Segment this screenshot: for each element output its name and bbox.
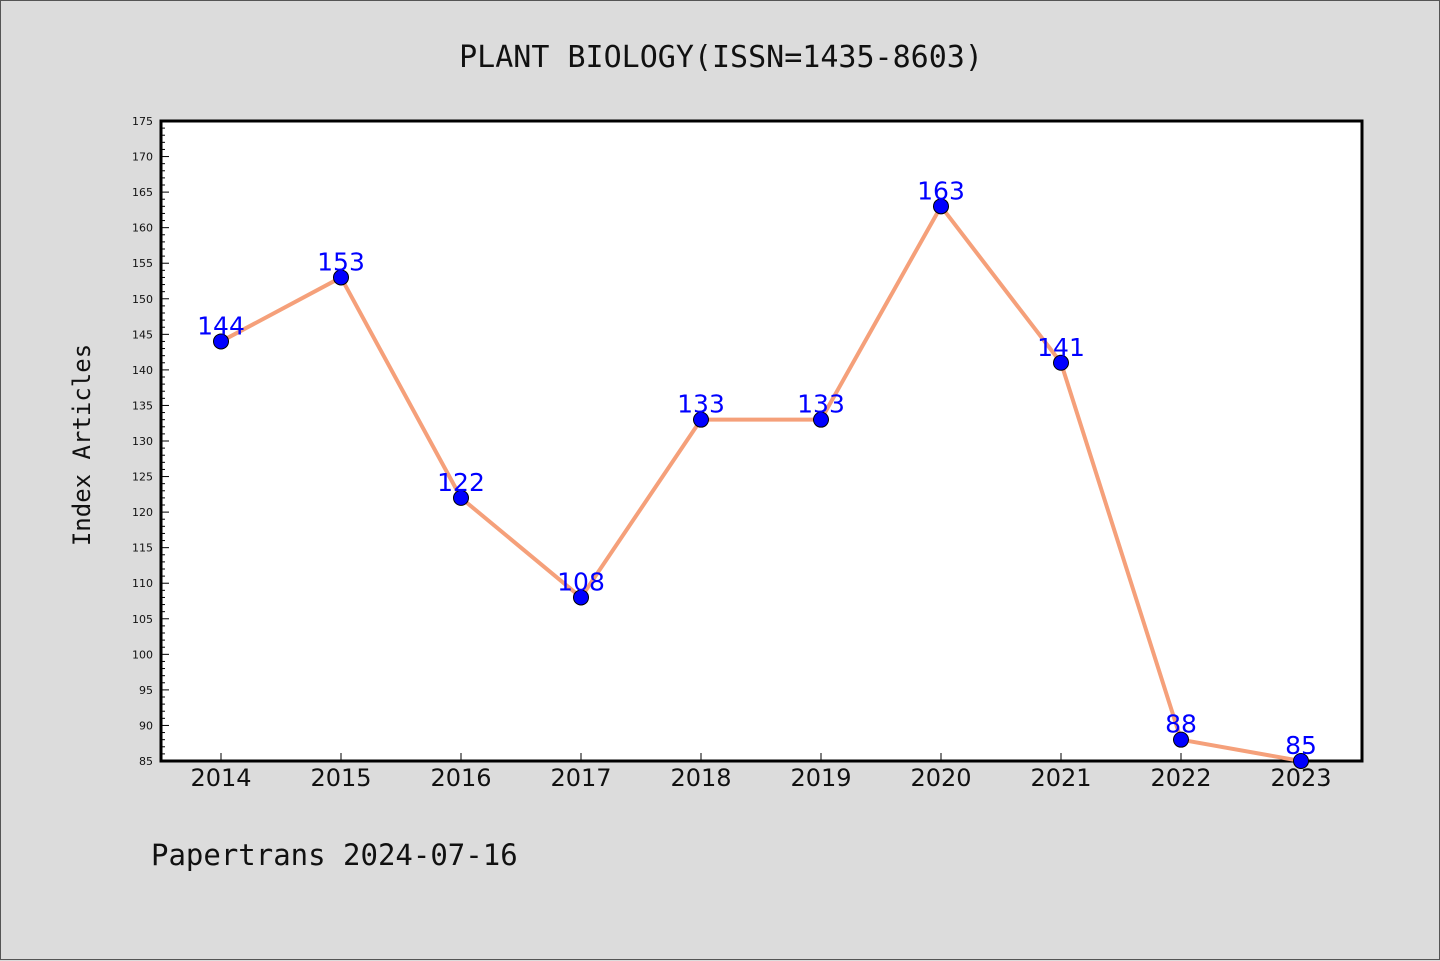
y-tick-label: 160 bbox=[132, 222, 153, 235]
y-tick-label: 165 bbox=[132, 186, 153, 199]
data-label: 133 bbox=[797, 390, 845, 419]
x-tick-label: 2021 bbox=[1030, 764, 1091, 792]
x-tick-label: 2014 bbox=[190, 764, 251, 792]
data-point bbox=[453, 489, 469, 506]
x-axis-ticks: 2014 2015 2016 2017 2018 2019 2020 2021 2022 2023 bbox=[190, 753, 1332, 792]
series-group: 144 153 122 108 133 133 163 141 88 85 bbox=[197, 176, 1317, 769]
data-label: 85 bbox=[1285, 731, 1317, 760]
plot-area bbox=[159, 119, 1364, 763]
y-tick-label: 175 bbox=[132, 115, 153, 128]
data-point bbox=[573, 589, 589, 606]
y-tick-label: 100 bbox=[132, 648, 153, 661]
y-tick-label: 120 bbox=[132, 506, 153, 519]
y-tick-label: 170 bbox=[132, 151, 153, 164]
y-tick-label: 95 bbox=[139, 684, 153, 697]
x-tick-label: 2018 bbox=[670, 764, 731, 792]
data-point bbox=[813, 411, 829, 428]
x-tick-label: 2020 bbox=[910, 764, 971, 792]
x-tick-label: 2015 bbox=[310, 764, 371, 792]
y-tick-label: 135 bbox=[132, 399, 153, 412]
data-label: 133 bbox=[677, 390, 725, 419]
data-point bbox=[933, 198, 949, 215]
y-tick-label: 115 bbox=[132, 542, 153, 555]
data-point bbox=[213, 333, 229, 350]
series-line bbox=[220, 204, 1302, 763]
data-label: 163 bbox=[917, 176, 965, 205]
y-axis-label: Index Articles bbox=[68, 344, 96, 546]
data-label: 141 bbox=[1037, 333, 1085, 362]
data-label: 122 bbox=[437, 468, 485, 497]
y-tick-label: 155 bbox=[132, 257, 153, 270]
chart-title: PLANT BIOLOGY(ISSN=1435-8603) bbox=[459, 40, 983, 75]
data-label: 144 bbox=[197, 311, 245, 340]
x-tick-label: 2019 bbox=[790, 764, 851, 792]
y-tick-label: 140 bbox=[132, 364, 153, 377]
y-tick-label: 150 bbox=[132, 293, 153, 306]
x-tick-label: 2017 bbox=[550, 764, 611, 792]
y-tick-label: 130 bbox=[132, 435, 153, 448]
data-point bbox=[1293, 753, 1309, 769]
data-label: 108 bbox=[557, 567, 605, 596]
y-tick-label: 110 bbox=[132, 577, 153, 590]
y-tick-label: 145 bbox=[132, 328, 153, 341]
y-tick-label: 85 bbox=[139, 755, 153, 768]
data-point bbox=[333, 269, 349, 286]
y-tick-label: 90 bbox=[139, 719, 153, 732]
x-tick-label: 2022 bbox=[1150, 764, 1211, 792]
footer-watermark: Papertrans 2024-07-16 bbox=[151, 838, 518, 872]
data-point bbox=[1053, 354, 1069, 371]
y-tick-label: 125 bbox=[132, 471, 153, 484]
y-axis-ticks: 85 90 95 100 105 110 115 120 125 130 135 140 145 150 1… bbox=[132, 115, 169, 768]
x-tick-label: 2016 bbox=[430, 764, 491, 792]
data-label: 88 bbox=[1165, 710, 1197, 739]
y-tick-label: 105 bbox=[132, 613, 153, 626]
data-label: 153 bbox=[317, 247, 365, 276]
data-point bbox=[693, 411, 709, 428]
data-point bbox=[1173, 731, 1189, 748]
